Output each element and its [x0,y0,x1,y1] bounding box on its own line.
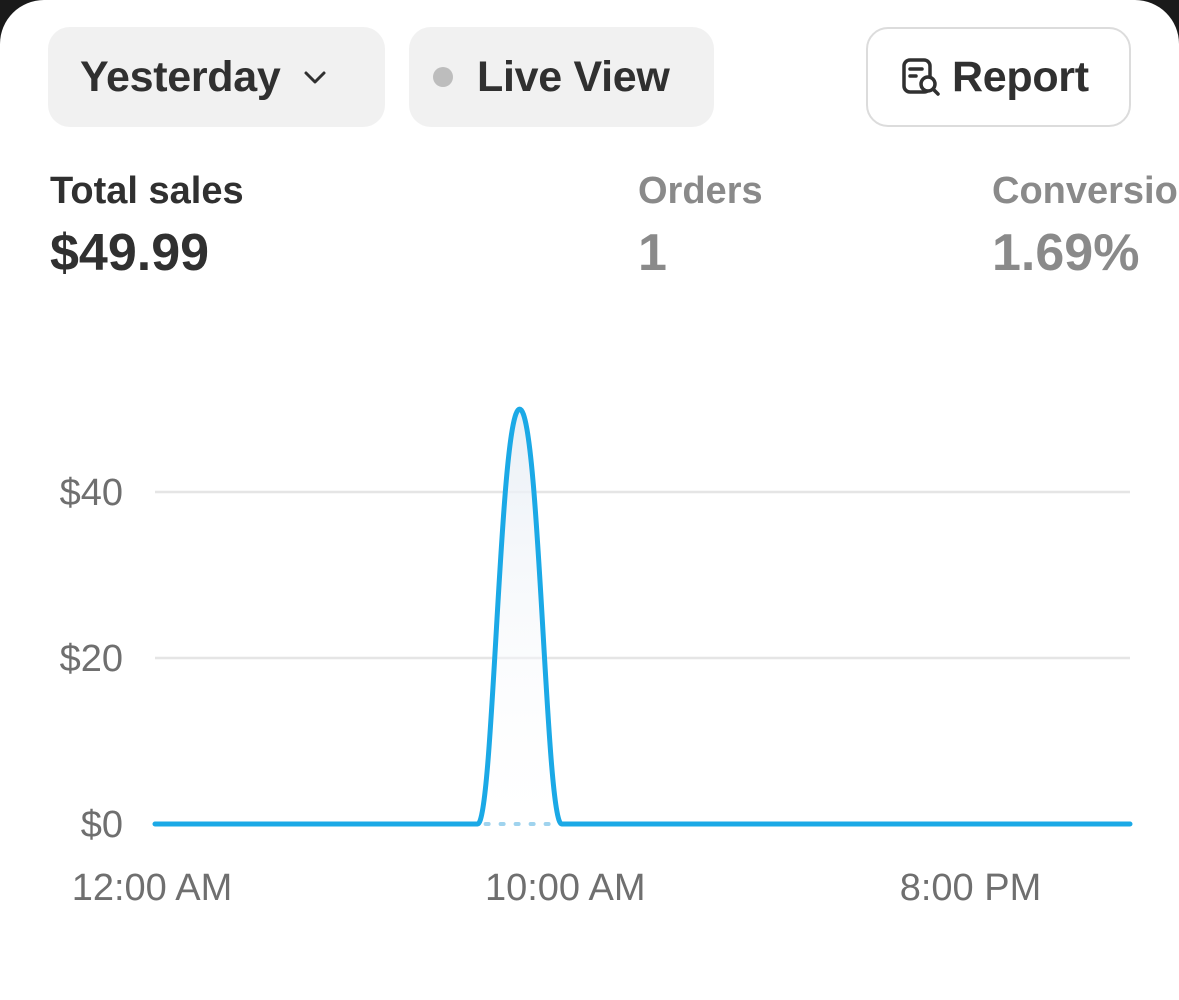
report-button[interactable]: Report [866,27,1131,127]
report-search-icon [902,58,940,96]
y-tick-label: $20 [60,638,123,680]
metric-label: Orders [638,170,763,212]
live-view-button[interactable]: Live View [409,27,714,127]
x-tick-label: 10:00 AM [485,867,646,909]
sales-line-chart: $0 $20 $40 12:00 AM 10:00 AM 8:00 PM [60,406,1133,909]
report-label: Report [952,52,1089,101]
date-range-label: Yesterday [80,52,281,101]
metric-label: Total sales [50,170,244,212]
live-view-label: Live View [477,52,670,101]
date-range-dropdown[interactable]: Yesterday [48,27,385,127]
metric-orders[interactable]: Orders 1 [638,168,763,288]
y-tick-label: $40 [60,472,123,514]
x-tick-label: 8:00 PM [900,867,1042,909]
y-tick-label: $0 [81,804,123,846]
status-dot-icon [433,67,453,87]
series-area [477,409,562,824]
metric-value: 1 [638,224,667,282]
chevron-down-icon [304,71,326,84]
metric-total-sales[interactable]: Total sales $49.99 [50,168,244,288]
metric-conversion-rate[interactable]: Conversion rate 1.69% [992,168,1179,288]
metric-value: 1.69% [992,224,1140,282]
x-tick-label: 12:00 AM [72,867,233,909]
metric-value: $49.99 [50,224,210,282]
series-line [152,406,1133,827]
metric-label: Conversion rate [992,170,1179,212]
